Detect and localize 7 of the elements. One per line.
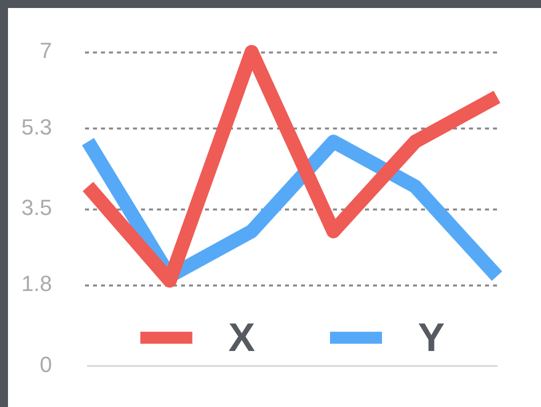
legend-label: Y [418,316,445,360]
y-tick-label: 3.5 [21,194,52,220]
y-tick-label: 0 [40,352,52,377]
legend-label: X [228,316,256,360]
y-tick-label: 7 [40,38,52,64]
y-tick-label: 1.8 [21,271,52,296]
y-tick-label: 5.3 [21,114,52,140]
